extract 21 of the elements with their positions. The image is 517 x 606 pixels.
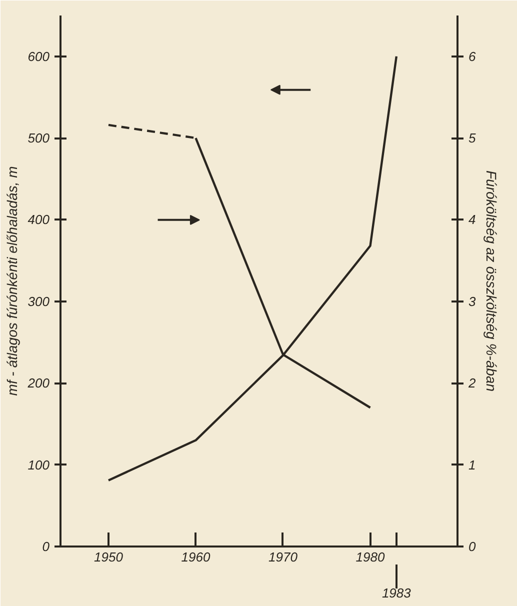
- y2-axis-title: Fúróköltség az összköltség %-ában: [484, 170, 500, 392]
- text: 1983: [382, 586, 412, 600]
- y2-tick-label: 2: [468, 376, 476, 391]
- y-tick-label: 600: [28, 48, 50, 64]
- y2-tick-label: 0: [468, 539, 476, 554]
- y2-tick-label: 1: [468, 457, 476, 472]
- y-tick-label: 300: [28, 294, 50, 309]
- y-tick-label: 200: [26, 376, 50, 391]
- y-tick-label: 400: [28, 212, 50, 228]
- y-tick-label: 500: [28, 130, 50, 146]
- y-tick-label: 100: [28, 457, 50, 472]
- x-tick-label: 1970: [268, 550, 298, 564]
- x-tick-label: 1980: [356, 550, 386, 564]
- y-axis-title: mf - átlagos fúrónkénti előhaladás, m: [4, 166, 20, 396]
- y2-tick-label: 5: [468, 130, 476, 146]
- x-tick-label: 1950: [94, 550, 124, 564]
- y2-tick-label: 4: [468, 212, 476, 228]
- y2-tick-label: 6: [468, 48, 476, 64]
- x-tick-label: 1960: [181, 550, 211, 564]
- y2-tick-label: 3: [468, 294, 476, 309]
- y-tick-label: 0: [42, 539, 50, 554]
